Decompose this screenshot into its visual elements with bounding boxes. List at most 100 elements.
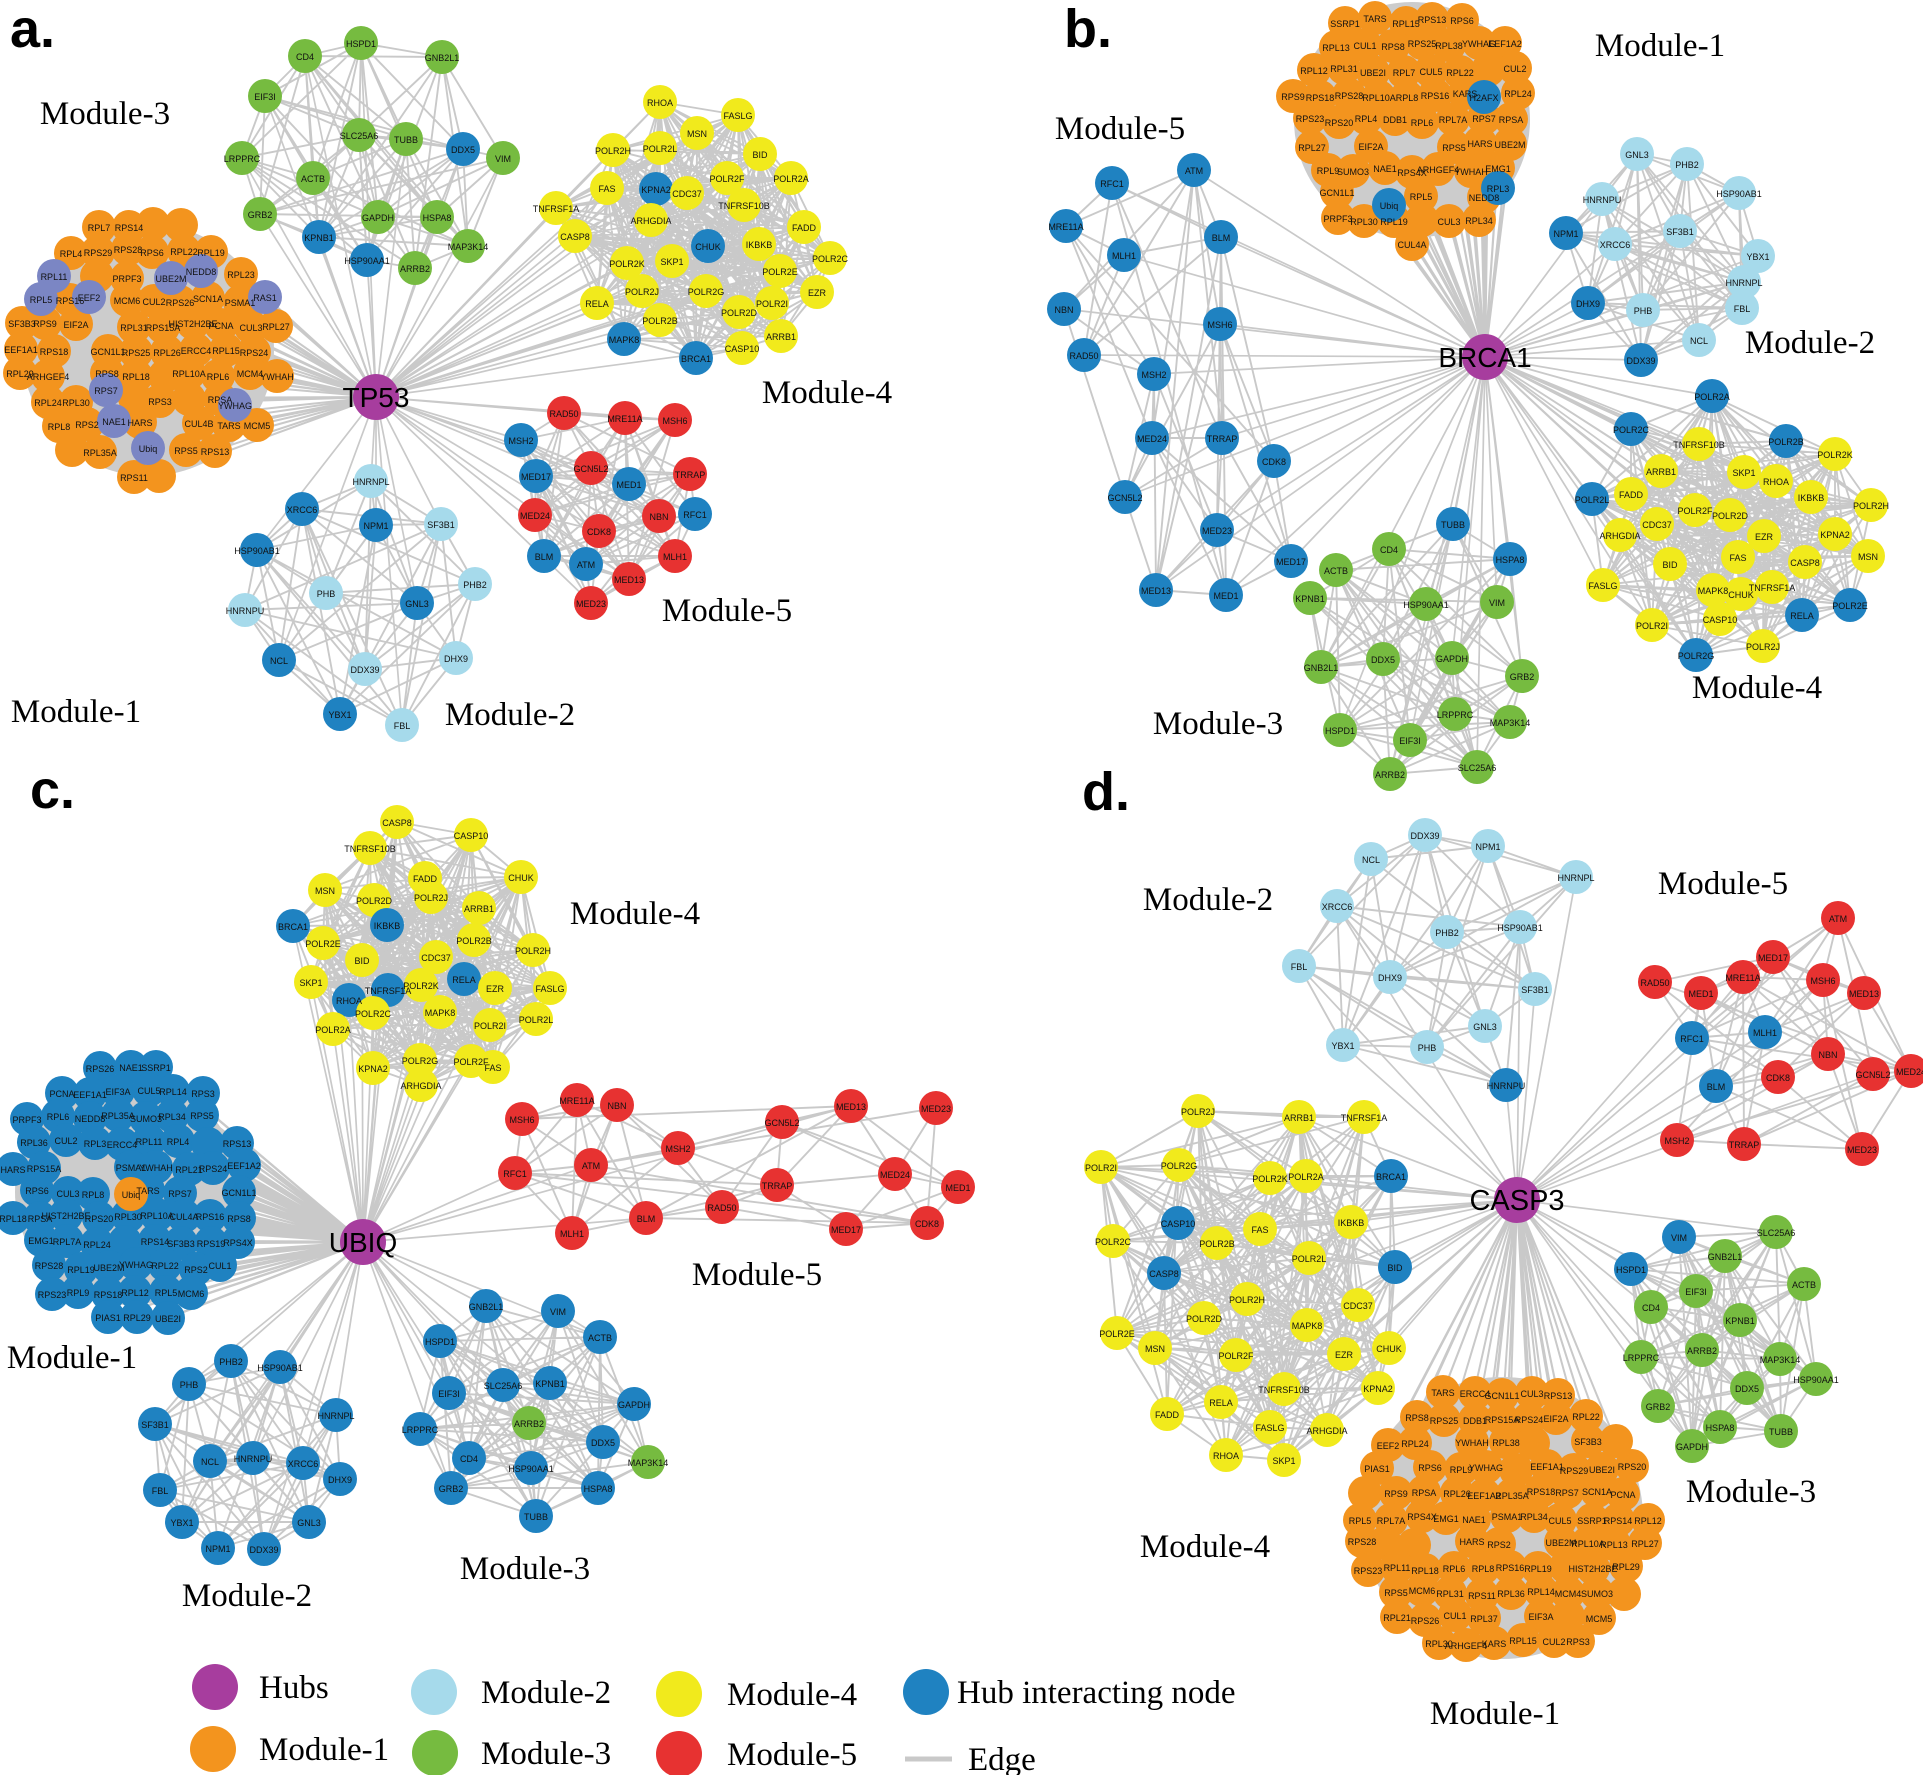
svg-text:GAPDH: GAPDH: [1436, 654, 1468, 664]
svg-text:DHX9: DHX9: [328, 1475, 352, 1485]
svg-text:DDX5: DDX5: [1371, 655, 1395, 665]
svg-text:CASP8: CASP8: [560, 232, 590, 242]
svg-text:RPL11: RPL11: [41, 272, 68, 282]
svg-text:RPL5: RPL5: [30, 295, 53, 305]
svg-text:ARRB1: ARRB1: [1646, 467, 1676, 477]
svg-text:BRCA1: BRCA1: [1376, 1172, 1406, 1182]
svg-text:UBE2M: UBE2M: [93, 1263, 124, 1273]
svg-text:CHUK: CHUK: [508, 873, 534, 883]
svg-text:MED24: MED24: [1137, 434, 1167, 444]
svg-text:RPL6: RPL6: [1443, 1564, 1466, 1574]
svg-text:POLR2B: POLR2B: [642, 316, 678, 326]
svg-text:POLR2I: POLR2I: [756, 299, 788, 309]
svg-text:YBX1: YBX1: [1331, 1041, 1354, 1051]
svg-text:RPL14: RPL14: [159, 1087, 187, 1097]
svg-text:MSH6: MSH6: [662, 416, 687, 426]
svg-text:SUMO3: SUMO3: [130, 1114, 162, 1124]
svg-text:SF3B1: SF3B1: [1521, 985, 1549, 995]
svg-text:RPS16: RPS16: [1421, 91, 1450, 101]
svg-text:RELA: RELA: [1209, 1398, 1233, 1408]
svg-text:ARRB2: ARRB2: [1687, 1346, 1717, 1356]
svg-text:RPL34: RPL34: [158, 1112, 186, 1122]
svg-text:RPS25: RPS25: [1430, 1416, 1459, 1426]
svg-text:TARS: TARS: [136, 1186, 159, 1196]
svg-text:KPNB1: KPNB1: [304, 233, 334, 243]
svg-text:DHX9: DHX9: [1378, 973, 1402, 983]
svg-text:RPS29: RPS29: [1560, 1466, 1589, 1476]
svg-text:RHOA: RHOA: [1213, 1451, 1239, 1461]
svg-text:DDX39: DDX39: [249, 1545, 278, 1555]
svg-text:EIF3I: EIF3I: [1399, 736, 1421, 746]
svg-text:RPS9: RPS9: [1384, 1489, 1408, 1499]
svg-text:RPS7: RPS7: [94, 386, 118, 396]
svg-text:PHB2: PHB2: [1675, 160, 1699, 170]
svg-text:GAPDH: GAPDH: [362, 213, 394, 223]
svg-text:RPL26: RPL26: [1443, 1489, 1471, 1499]
svg-text:PHB2: PHB2: [1435, 928, 1459, 938]
svg-text:EIF2A: EIF2A: [1358, 142, 1383, 152]
svg-text:ACTB: ACTB: [588, 1333, 612, 1343]
svg-text:RPS11: RPS11: [1468, 1591, 1496, 1601]
svg-text:XRCC6: XRCC6: [287, 505, 318, 515]
svg-text:IKBKB: IKBKB: [374, 921, 401, 931]
svg-text:RPS16: RPS16: [196, 1212, 225, 1222]
svg-text:Module-3: Module-3: [1686, 1474, 1816, 1510]
svg-text:RPL5: RPL5: [155, 1288, 178, 1298]
svg-text:FADD: FADD: [1155, 1410, 1180, 1420]
svg-text:RHOA: RHOA: [1763, 477, 1789, 487]
svg-text:POLR2H: POLR2H: [595, 146, 631, 156]
svg-text:NBN: NBN: [607, 1101, 626, 1111]
svg-text:VIM: VIM: [495, 154, 511, 164]
svg-text:POLR2J: POLR2J: [414, 893, 448, 903]
svg-text:LRPPRC: LRPPRC: [1623, 1353, 1660, 1363]
svg-text:RPS7: RPS7: [168, 1189, 192, 1199]
svg-text:FAS: FAS: [1729, 553, 1746, 563]
svg-text:BRCA1: BRCA1: [1438, 342, 1531, 373]
svg-text:CUL3: CUL3: [56, 1189, 79, 1199]
svg-text:RPL8: RPL8: [1472, 1564, 1495, 1574]
svg-text:ARRB2: ARRB2: [1375, 770, 1405, 780]
svg-text:Module-5: Module-5: [1055, 111, 1185, 147]
svg-text:CD4: CD4: [460, 1454, 478, 1464]
svg-text:RAD50: RAD50: [1069, 351, 1098, 361]
svg-text:PRPF3: PRPF3: [12, 1115, 41, 1125]
svg-text:CDC37: CDC37: [1343, 1301, 1373, 1311]
svg-text:RAD50: RAD50: [707, 1203, 736, 1213]
svg-text:RFC1: RFC1: [503, 1169, 527, 1179]
svg-text:RPL6: RPL6: [1411, 118, 1434, 128]
svg-text:c.: c.: [30, 760, 75, 820]
svg-text:MAPK8: MAPK8: [1292, 1321, 1323, 1331]
svg-text:Ubiq: Ubiq: [139, 444, 158, 454]
svg-text:RPL29: RPL29: [6, 369, 34, 379]
svg-text:ARHGDIA: ARHGDIA: [1599, 531, 1640, 541]
svg-text:MED13: MED13: [614, 575, 644, 585]
svg-text:RPL24: RPL24: [1401, 1439, 1429, 1449]
svg-text:NAE1: NAE1: [102, 417, 126, 427]
svg-text:EMG1: EMG1: [1433, 1514, 1459, 1524]
svg-text:RPS18: RPS18: [1527, 1487, 1556, 1497]
svg-text:GNB2L1: GNB2L1: [1304, 663, 1339, 673]
svg-text:PHB: PHB: [1634, 306, 1653, 316]
svg-text:RPL7A: RPL7A: [1377, 1516, 1406, 1526]
svg-text:Module-1: Module-1: [1430, 1696, 1560, 1732]
svg-text:Module-3: Module-3: [40, 96, 170, 132]
svg-text:XRCC6: XRCC6: [288, 1459, 319, 1469]
svg-text:GRB2: GRB2: [248, 210, 273, 220]
svg-text:POLR2F: POLR2F: [1677, 506, 1713, 516]
svg-text:RPS18: RPS18: [1306, 93, 1335, 103]
svg-text:CD4: CD4: [296, 52, 314, 62]
svg-text:YWHAG: YWHAG: [119, 1260, 153, 1270]
svg-text:RPS15A: RPS15A: [1485, 1415, 1520, 1425]
svg-text:Module-3: Module-3: [481, 1736, 611, 1772]
svg-text:FAS: FAS: [598, 184, 615, 194]
svg-text:BID: BID: [354, 956, 370, 966]
svg-text:RPL27: RPL27: [262, 322, 290, 332]
svg-text:SF3B3: SF3B3: [8, 319, 36, 329]
svg-text:RPS7: RPS7: [1472, 114, 1496, 124]
svg-text:KPNA2: KPNA2: [1363, 1384, 1393, 1394]
svg-text:MSN: MSN: [315, 886, 335, 896]
svg-text:EMG1: EMG1: [28, 1236, 54, 1246]
svg-text:CDC37: CDC37: [1642, 520, 1672, 530]
svg-text:RPL22: RPL22: [170, 247, 198, 257]
svg-text:HSP90AB1: HSP90AB1: [257, 1363, 303, 1373]
